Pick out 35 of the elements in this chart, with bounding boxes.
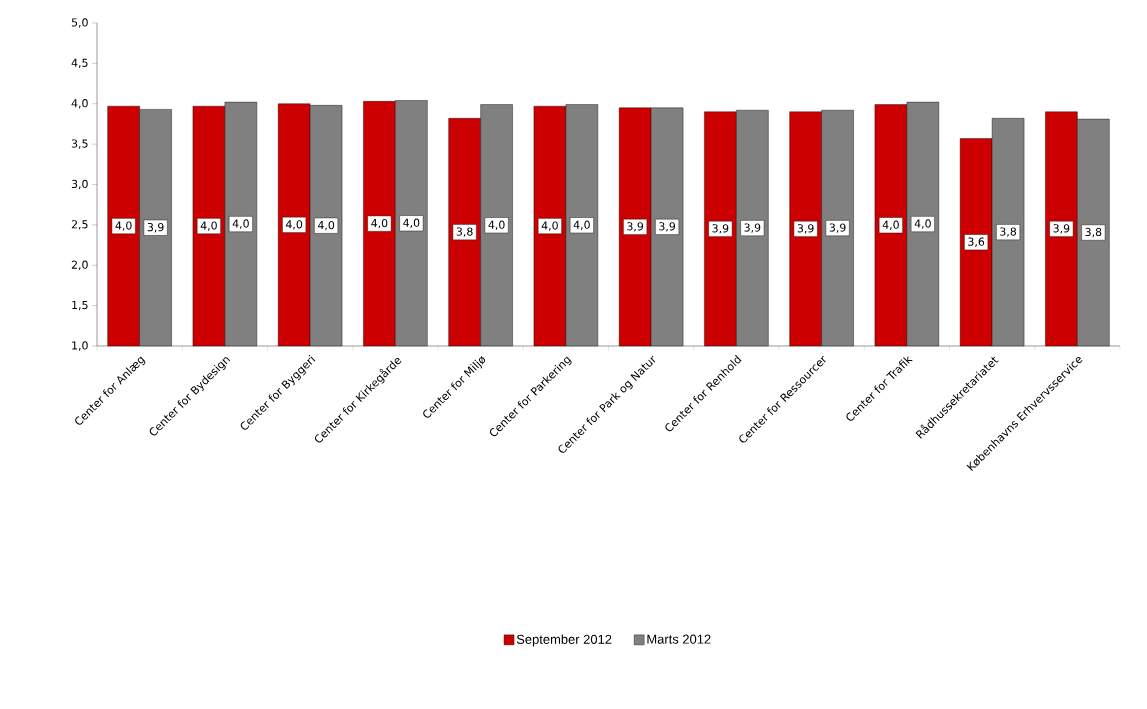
data-label: 4,0	[488, 220, 505, 230]
data-label: 4,0	[573, 220, 590, 230]
data-label: 3,9	[829, 223, 846, 233]
y-tick-label: 4,0	[71, 99, 88, 109]
y-tick-label: 1,5	[72, 300, 88, 311]
legend-label: Marts 2012	[647, 634, 711, 644]
data-label: 3,8	[1000, 227, 1017, 237]
data-label: 4,0	[371, 218, 388, 229]
data-label: 3,9	[659, 222, 676, 232]
y-tick-label: 2,5	[71, 220, 88, 230]
data-label: 3,9	[147, 222, 164, 233]
data-label: 4,0	[200, 221, 217, 231]
y-tick-label: 3,0	[71, 179, 88, 190]
data-label: 3,9	[712, 224, 729, 234]
data-label: 4,0	[403, 218, 420, 228]
data-label: 4,0	[232, 219, 249, 229]
data-label: 3,9	[797, 224, 814, 234]
data-label: 3,6	[968, 237, 985, 247]
data-label: 3,8	[1085, 227, 1102, 238]
y-tick-label: 1,0	[72, 341, 88, 351]
data-label: 4,0	[882, 220, 899, 230]
data-label: 3,9	[744, 223, 761, 233]
data-label: 4,0	[317, 220, 335, 231]
data-label: 4,0	[914, 219, 931, 229]
data-label: 4,0	[285, 220, 303, 230]
data-label: 3,8	[456, 227, 473, 237]
y-tick-label: 3,5	[71, 139, 88, 149]
data-label: 3,9	[1053, 224, 1070, 234]
legend-label: September 2012	[516, 634, 612, 647]
data-label: 4,0	[541, 221, 558, 231]
y-tick-label: 4,5	[71, 58, 88, 68]
y-tick-label: 5,0	[71, 18, 88, 28]
data-label: 3,9	[627, 222, 644, 232]
y-tick-label: 2,0	[71, 260, 88, 270]
data-label: 4,0	[115, 221, 132, 231]
